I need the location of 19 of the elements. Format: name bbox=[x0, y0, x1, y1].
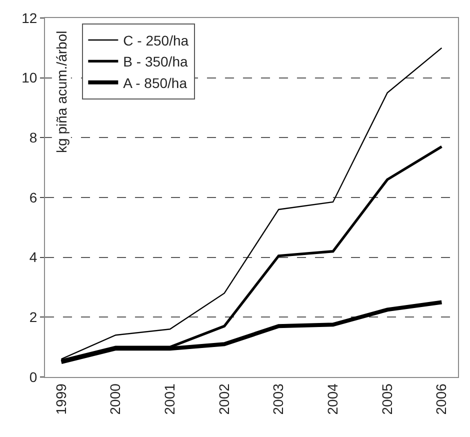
y-tick-label: 0 bbox=[29, 368, 38, 385]
x-tick-label: 2003 bbox=[270, 383, 286, 415]
y-tick-label: 4 bbox=[29, 249, 38, 266]
x-tick-label: 2000 bbox=[107, 383, 124, 415]
x-tick-label: 2004 bbox=[324, 383, 341, 415]
legend-label: A - 850/ha bbox=[123, 74, 188, 91]
x-tick-label: 1999 bbox=[52, 383, 69, 415]
y-tick-label: 12 bbox=[22, 10, 38, 26]
y-tick-label: 2 bbox=[29, 309, 38, 326]
legend-label: C - 250/ha bbox=[123, 32, 189, 48]
y-tick-label: 8 bbox=[29, 130, 38, 146]
y-axis-title: kg piña acum./árbol bbox=[53, 30, 70, 153]
y-tick-label: 10 bbox=[22, 70, 38, 86]
x-tick-label: 2006 bbox=[433, 383, 450, 415]
x-tick-label: 2002 bbox=[216, 383, 232, 415]
y-tick-label: 6 bbox=[29, 189, 38, 206]
x-tick-label: 2005 bbox=[378, 383, 395, 415]
legend-label: B - 350/ha bbox=[123, 54, 188, 70]
x-tick-label: 2001 bbox=[162, 383, 178, 415]
